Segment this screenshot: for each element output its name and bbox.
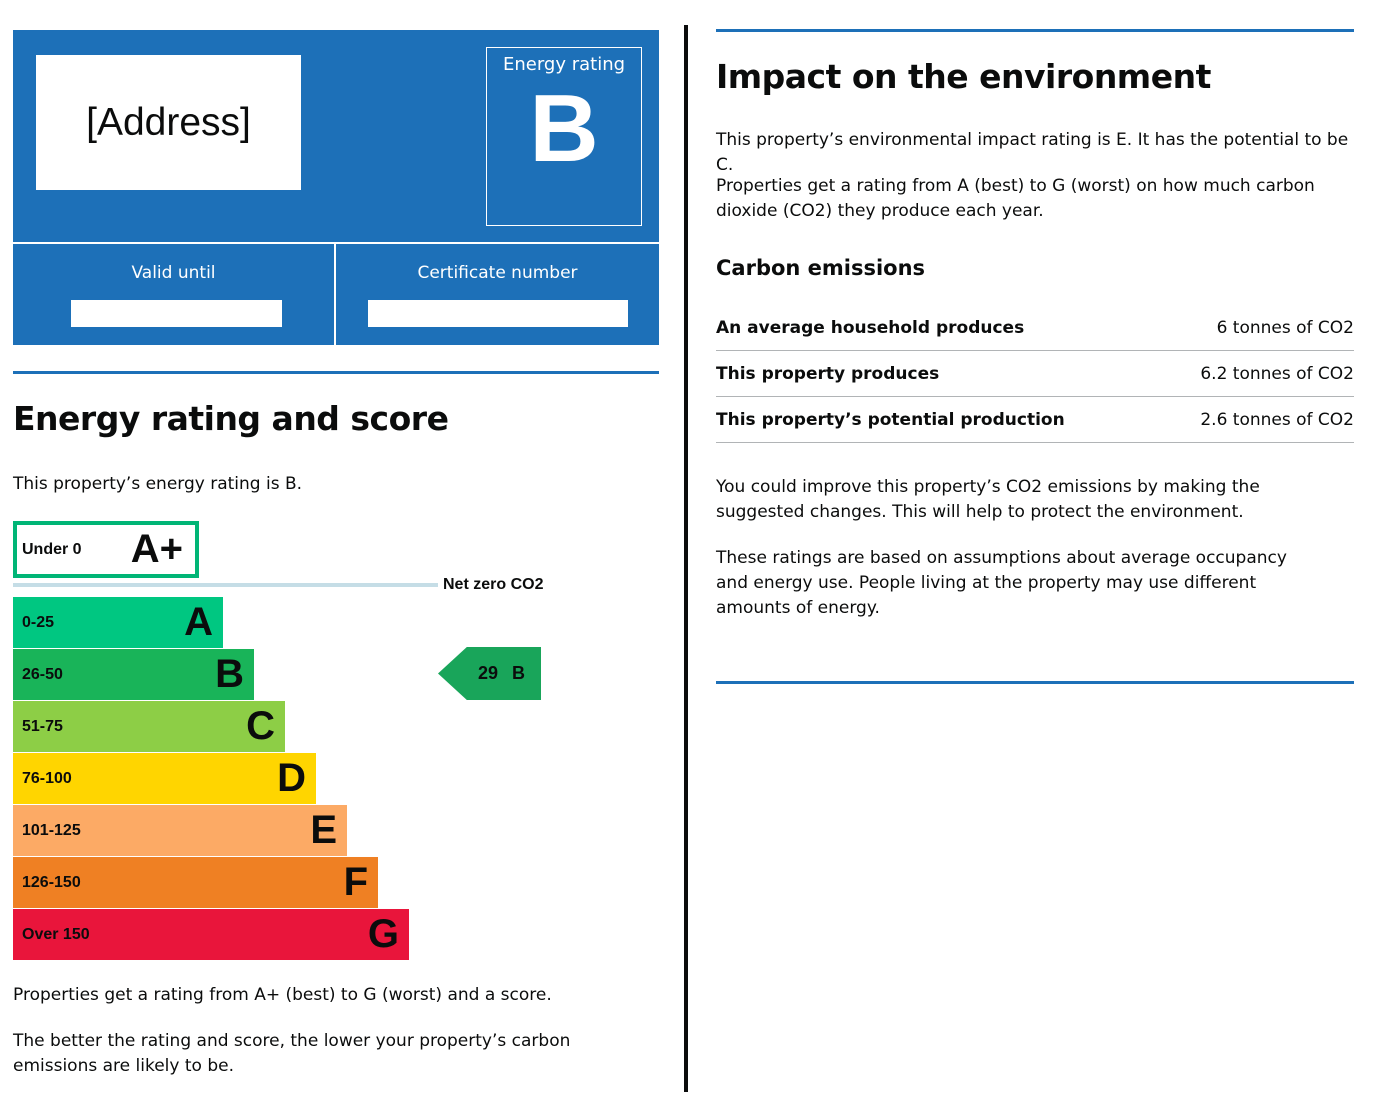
emissions-row-value: 2.6 tonnes of CO2	[1200, 409, 1354, 430]
emissions-row: This property produces 6.2 tonnes of CO2	[716, 351, 1354, 397]
band-range: Over 150	[22, 925, 90, 943]
certificate-number-label: Certificate number	[417, 263, 578, 283]
emissions-row-label: An average household produces	[716, 317, 1025, 338]
band-range: 126-150	[22, 873, 81, 891]
certificate-number-cell: Certificate number	[336, 244, 659, 345]
carbon-emissions-title: Carbon emissions	[716, 256, 926, 280]
section-rule	[716, 29, 1354, 32]
rating-band-c: 51-75 C	[13, 701, 285, 752]
energy-rating-statement: This property’s energy rating is B.	[13, 474, 303, 494]
current-rating-marker: 29 B	[438, 647, 541, 700]
energy-rating-letter: B	[529, 75, 599, 182]
environment-section-title: Impact on the environment	[716, 57, 1211, 96]
band-letter: A	[184, 600, 213, 644]
emissions-row-value: 6.2 tonnes of CO2	[1200, 363, 1354, 384]
band-letter: C	[246, 704, 275, 748]
rating-band-g: Over 150 G	[13, 909, 409, 960]
net-zero-line	[13, 583, 438, 587]
rating-band-a: 0-25 A	[13, 597, 223, 648]
energy-rating-label: Energy rating	[502, 54, 626, 75]
column-divider	[684, 25, 688, 1092]
band-range: 76-100	[22, 769, 72, 787]
rating-band-e: 101-125 E	[13, 805, 347, 856]
band-letter: A+	[130, 527, 183, 571]
environment-para-3: You could improve this property’s CO2 em…	[716, 477, 1260, 522]
rating-band-f: 126-150 F	[13, 857, 378, 908]
certificate-header: [Address] Energy rating B Valid until Ce…	[13, 30, 659, 345]
emissions-row-label: This property produces	[716, 363, 940, 384]
band-range: 101-125	[22, 821, 81, 839]
address-text: [Address]	[86, 100, 251, 144]
section-rule	[13, 371, 659, 374]
environment-para-1: This property’s environmental impact rat…	[716, 130, 1349, 175]
emissions-row-label: This property’s potential production	[716, 409, 1065, 430]
band-range: 51-75	[22, 717, 63, 735]
valid-until-label: Valid until	[131, 263, 216, 283]
band-letter: F	[343, 860, 368, 904]
band-letter: B	[215, 652, 244, 696]
energy-rating-box: Energy rating B	[486, 47, 642, 226]
net-zero-label: Net zero CO2	[443, 576, 544, 593]
valid-until-cell: Valid until	[13, 244, 336, 345]
environment-para-2: Properties get a rating from A (best) to…	[716, 176, 1315, 221]
band-letter: E	[310, 808, 337, 852]
band-range: 0-25	[22, 613, 55, 631]
band-range: 26-50	[22, 665, 63, 683]
energy-section-title: Energy rating and score	[13, 399, 449, 438]
rating-band-d: 76-100 D	[13, 753, 316, 804]
certificate-number-field	[368, 300, 628, 327]
section-rule	[716, 681, 1354, 684]
band-range: Under 0	[22, 540, 82, 558]
current-score: 29	[477, 663, 498, 683]
emissions-row: This property’s potential production 2.6…	[716, 397, 1354, 443]
current-letter: B	[512, 663, 525, 683]
emissions-row: An average household produces 6 tonnes o…	[716, 305, 1354, 351]
valid-until-field	[71, 300, 282, 327]
energy-para-2: The better the rating and score, the low…	[13, 1031, 571, 1076]
band-letter: G	[367, 912, 399, 956]
address-box: [Address]	[36, 55, 301, 190]
energy-para-1: Properties get a rating from A+ (best) t…	[13, 985, 552, 1005]
rating-band-b: 26-50 B	[13, 649, 254, 700]
band-letter: D	[277, 756, 306, 800]
header-details-row: Valid until Certificate number	[13, 242, 659, 345]
rating-band-aplus: Under 0 A+	[13, 521, 199, 578]
emissions-row-value: 6 tonnes of CO2	[1216, 317, 1354, 338]
environment-para-4: These ratings are based on assumptions a…	[716, 548, 1287, 618]
